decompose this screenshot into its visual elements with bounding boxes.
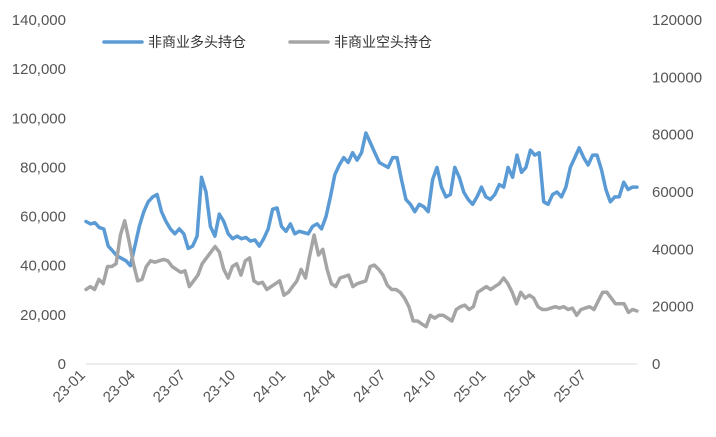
x-tick-label: 25-01 bbox=[450, 367, 489, 406]
x-tick-label: 23-01 bbox=[50, 367, 89, 406]
series-line-long bbox=[84, 131, 639, 268]
x-tick-label: 25-07 bbox=[551, 367, 590, 406]
y-right-tick-label: 40000 bbox=[652, 241, 694, 258]
x-tick-label: 25-04 bbox=[500, 367, 539, 406]
y-right-tick-label: 20000 bbox=[652, 299, 694, 316]
y-left-tick-label: 100,000 bbox=[12, 110, 66, 127]
x-tick-label: 23-10 bbox=[200, 367, 239, 406]
series-layer bbox=[84, 131, 639, 329]
y-left-tick-label: 140,000 bbox=[12, 12, 66, 29]
y-right-tick-label: 0 bbox=[652, 356, 660, 373]
y-right-tick-label: 120000 bbox=[652, 12, 702, 29]
y-left-tick-label: 20,000 bbox=[20, 307, 66, 324]
legend-label: 非商业多头持仓 bbox=[148, 34, 246, 51]
series-line-short bbox=[84, 218, 639, 329]
y-right-tick-label: 60000 bbox=[652, 184, 694, 201]
x-tick-label: 23-04 bbox=[100, 367, 139, 406]
legend: 非商业多头持仓 非商业空头持仓 bbox=[102, 34, 432, 51]
x-tick-label: 24-07 bbox=[350, 367, 389, 406]
y-left-tick-label: 0 bbox=[58, 356, 66, 373]
x-tick-label: 23-07 bbox=[150, 367, 189, 406]
y-left-tick-label: 60,000 bbox=[20, 209, 66, 226]
axes-layer: 0 20,000 40,000 60,000 80,000 100,000 120,000 1… bbox=[12, 12, 702, 406]
y-left-tick-label: 40,000 bbox=[20, 258, 66, 275]
legend-label: 非商业空头持仓 bbox=[334, 35, 432, 51]
x-tick-label: 24-04 bbox=[300, 367, 339, 406]
y-right-tick-label: 100000 bbox=[652, 69, 702, 86]
y-right-tick-label: 80000 bbox=[652, 127, 694, 144]
x-tick-label: 24-01 bbox=[250, 367, 289, 406]
x-tick-label: 24-10 bbox=[400, 367, 439, 406]
y-left-tick-label: 120,000 bbox=[12, 61, 66, 78]
y-left-tick-label: 80,000 bbox=[20, 159, 66, 176]
